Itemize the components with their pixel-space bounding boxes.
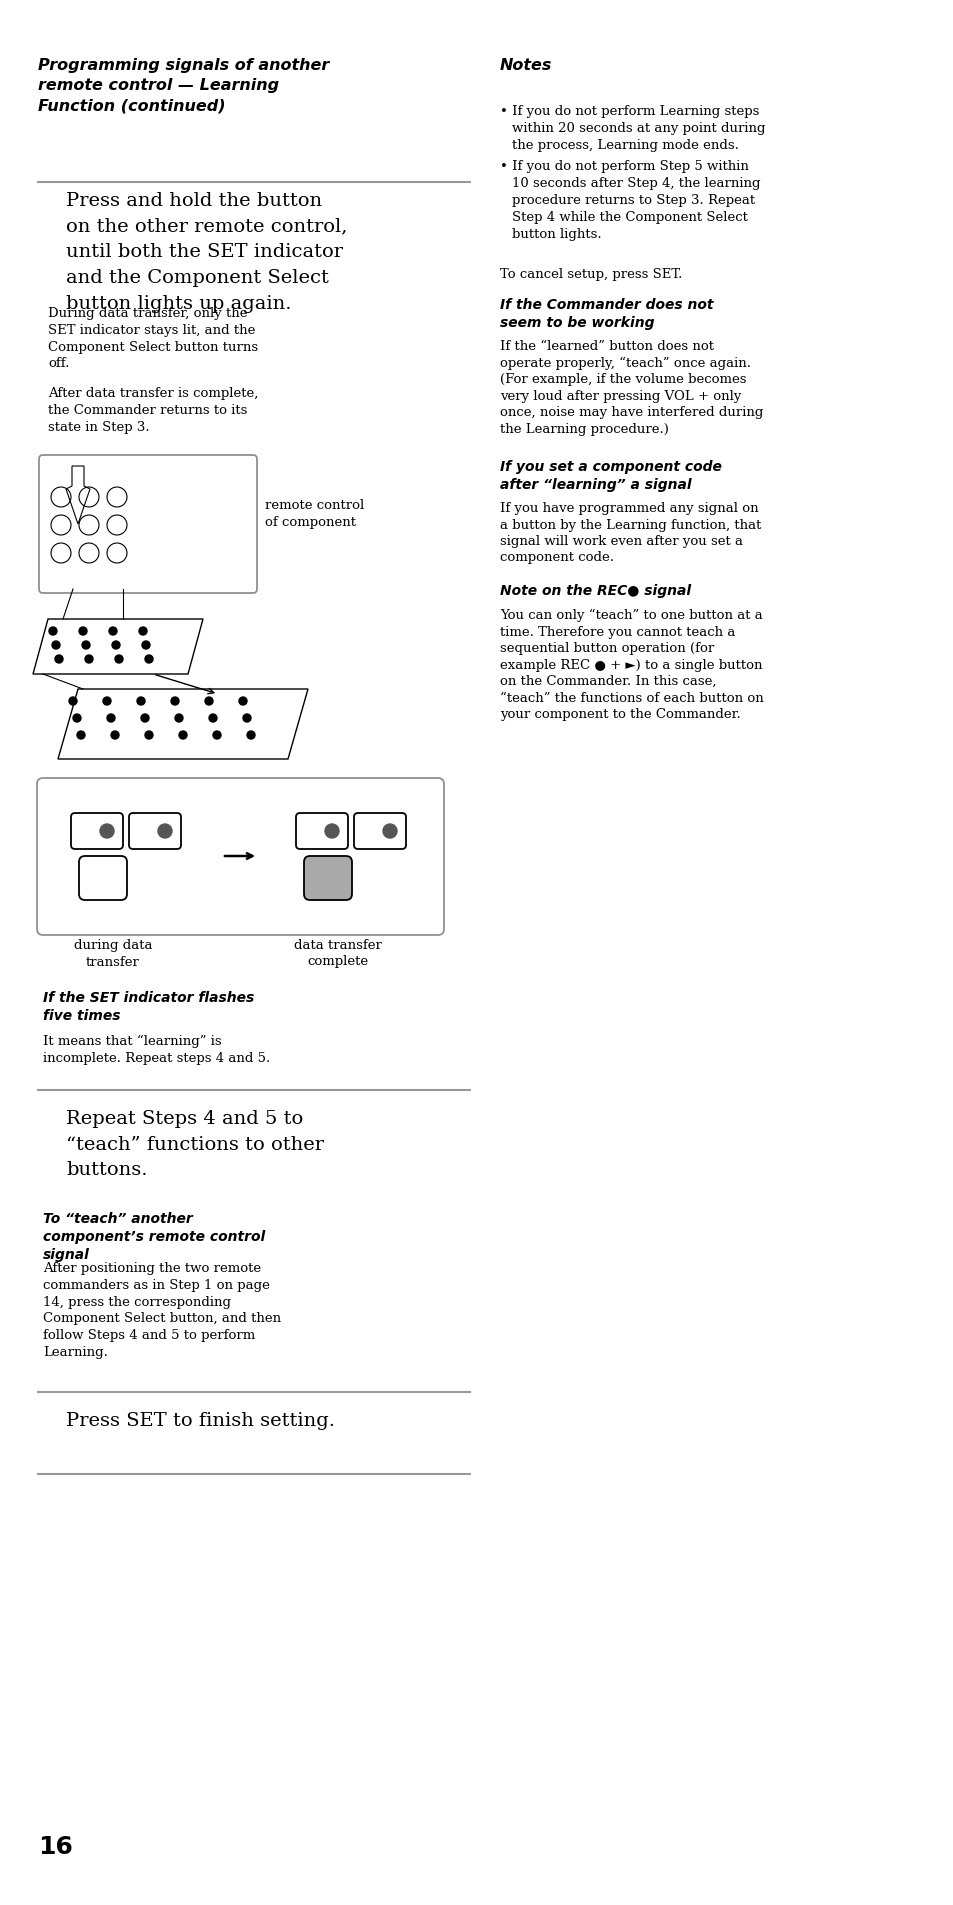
FancyBboxPatch shape: [304, 855, 352, 899]
Text: • If you do not perform Learning steps: • If you do not perform Learning steps: [499, 105, 759, 118]
Circle shape: [141, 714, 149, 722]
Text: During data transfer, only the
SET indicator stays lit, and the
Component Select: During data transfer, only the SET indic…: [48, 307, 258, 370]
Circle shape: [107, 714, 115, 722]
Circle shape: [82, 640, 90, 650]
Circle shape: [171, 697, 179, 705]
Circle shape: [174, 714, 183, 722]
Text: If the Commander does not
seem to be working: If the Commander does not seem to be wor…: [499, 297, 713, 330]
Circle shape: [205, 697, 213, 705]
Circle shape: [112, 640, 120, 650]
Circle shape: [79, 627, 87, 634]
Circle shape: [111, 732, 119, 739]
Text: Press and hold the button
on the other remote control,
until both the SET indica: Press and hold the button on the other r…: [66, 192, 347, 312]
Circle shape: [85, 655, 92, 663]
Text: Press SET to finish setting.: Press SET to finish setting.: [66, 1412, 335, 1431]
FancyBboxPatch shape: [79, 855, 127, 899]
Text: • If you do not perform Step 5 within: • If you do not perform Step 5 within: [499, 160, 748, 173]
Text: It means that “learning” is
incomplete. Repeat steps 4 and 5.: It means that “learning” is incomplete. …: [43, 1034, 270, 1065]
Circle shape: [179, 732, 187, 739]
Text: 10 seconds after Step 4, the learning: 10 seconds after Step 4, the learning: [512, 177, 760, 190]
Circle shape: [109, 627, 117, 634]
Text: To cancel setup, press SET.: To cancel setup, press SET.: [499, 269, 681, 282]
FancyBboxPatch shape: [39, 455, 256, 592]
Polygon shape: [33, 619, 203, 674]
FancyBboxPatch shape: [354, 813, 406, 850]
Text: Programming signals of another
remote control — Learning
Function (continued): Programming signals of another remote co…: [38, 57, 329, 114]
Text: If you set a component code
after “learning” a signal: If you set a component code after “learn…: [499, 459, 721, 491]
Text: button lights.: button lights.: [512, 229, 601, 242]
Text: Step 4 while the Component Select: Step 4 while the Component Select: [512, 211, 747, 225]
Circle shape: [213, 732, 221, 739]
Text: Notes: Notes: [499, 57, 552, 72]
FancyBboxPatch shape: [295, 813, 348, 850]
Text: remote control
of component: remote control of component: [265, 499, 364, 530]
Circle shape: [139, 627, 147, 634]
Circle shape: [247, 732, 254, 739]
FancyBboxPatch shape: [71, 813, 123, 850]
Text: If the SET indicator flashes
five times: If the SET indicator flashes five times: [43, 991, 254, 1023]
Circle shape: [52, 640, 60, 650]
Circle shape: [243, 714, 251, 722]
Text: the process, Learning mode ends.: the process, Learning mode ends.: [512, 139, 739, 152]
Text: within 20 seconds at any point during: within 20 seconds at any point during: [512, 122, 764, 135]
Circle shape: [73, 714, 81, 722]
Circle shape: [49, 627, 57, 634]
Circle shape: [158, 825, 172, 838]
Text: Note on the REC● signal: Note on the REC● signal: [499, 585, 690, 598]
Text: If the “learned” button does not
operate properly, “teach” once again.
(For exam: If the “learned” button does not operate…: [499, 339, 762, 436]
Polygon shape: [66, 467, 90, 524]
Text: After data transfer is complete,
the Commander returns to its
state in Step 3.: After data transfer is complete, the Com…: [48, 387, 258, 434]
Text: To “teach” another
component’s remote control
signal: To “teach” another component’s remote co…: [43, 1212, 265, 1263]
Circle shape: [325, 825, 338, 838]
Polygon shape: [58, 690, 308, 758]
Text: procedure returns to Step 3. Repeat: procedure returns to Step 3. Repeat: [512, 194, 755, 208]
Circle shape: [77, 732, 85, 739]
Circle shape: [142, 640, 150, 650]
Text: Repeat Steps 4 and 5 to
“teach” functions to other
buttons.: Repeat Steps 4 and 5 to “teach” function…: [66, 1111, 324, 1179]
FancyBboxPatch shape: [129, 813, 181, 850]
Text: If you have programmed any signal on
a button by the Learning function, that
sig: If you have programmed any signal on a b…: [499, 503, 760, 564]
Circle shape: [115, 655, 123, 663]
Text: After positioning the two remote
commanders as in Step 1 on page
14, press the c: After positioning the two remote command…: [43, 1261, 281, 1358]
Circle shape: [100, 825, 113, 838]
FancyBboxPatch shape: [37, 777, 443, 935]
Circle shape: [103, 697, 111, 705]
Circle shape: [145, 732, 152, 739]
Text: 16: 16: [38, 1835, 72, 1859]
Circle shape: [239, 697, 247, 705]
Text: during data
transfer: during data transfer: [73, 939, 152, 968]
Circle shape: [382, 825, 396, 838]
Circle shape: [55, 655, 63, 663]
Circle shape: [209, 714, 216, 722]
Circle shape: [69, 697, 77, 705]
Text: You can only “teach” to one button at a
time. Therefore you cannot teach a
seque: You can only “teach” to one button at a …: [499, 610, 763, 722]
Circle shape: [137, 697, 145, 705]
Text: data transfer
complete: data transfer complete: [294, 939, 381, 968]
Circle shape: [145, 655, 152, 663]
